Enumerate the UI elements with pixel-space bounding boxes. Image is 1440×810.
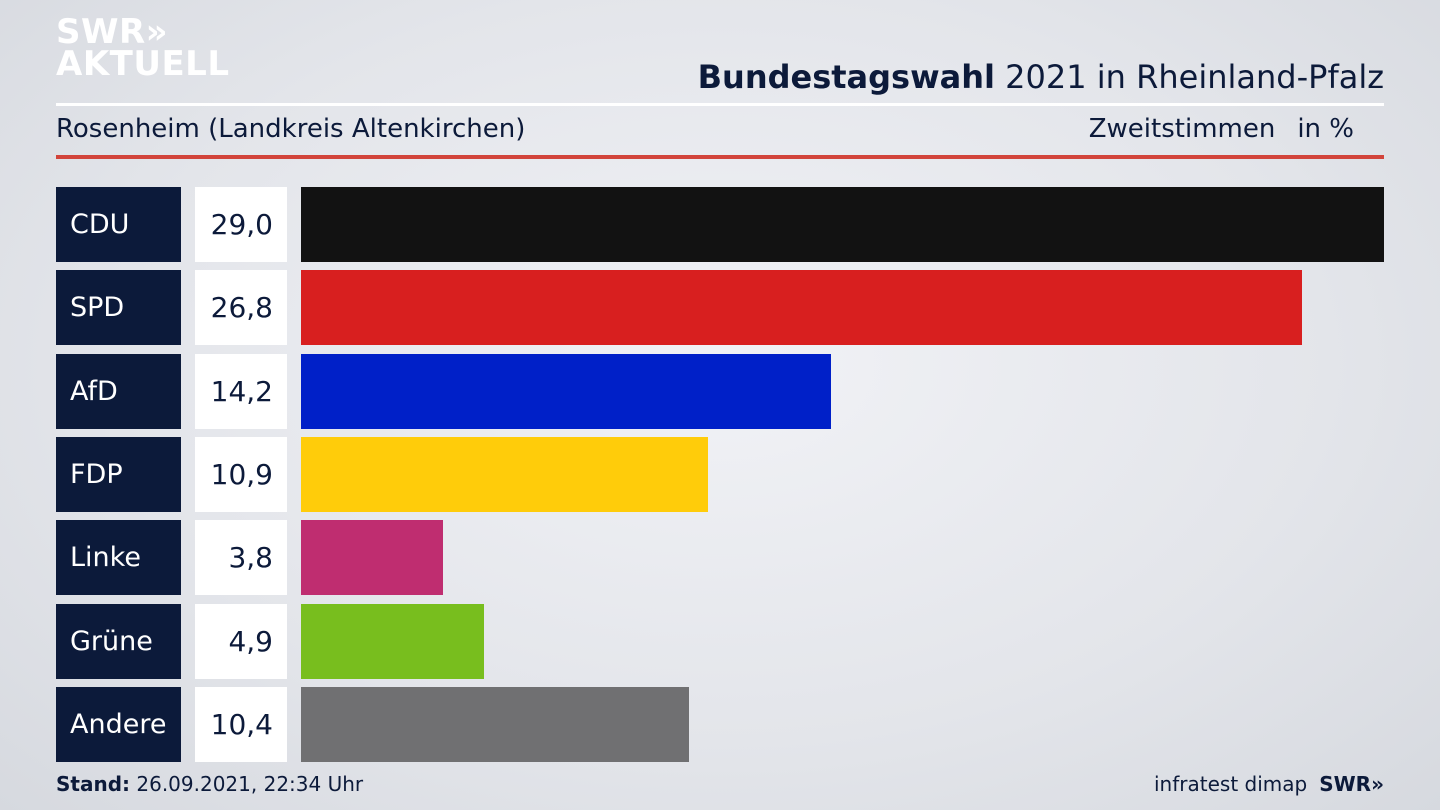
metric-unit: in % bbox=[1297, 114, 1354, 144]
party-label: SPD bbox=[56, 270, 181, 346]
bar bbox=[301, 436, 708, 512]
bar bbox=[301, 187, 1384, 262]
party-label: CDU bbox=[56, 187, 181, 262]
value-label: 3,8 bbox=[195, 520, 287, 596]
value-label: 10,4 bbox=[195, 686, 287, 762]
value-label: 10,9 bbox=[195, 436, 287, 512]
value-label: 4,9 bbox=[195, 603, 287, 679]
bar bbox=[301, 603, 484, 679]
chart-title: Bundestagswahl 2021 in Rheinland-Pfalz bbox=[698, 58, 1384, 96]
swr-brand-logo: SWR» bbox=[1319, 772, 1384, 796]
chart-title-bold: Bundestagswahl bbox=[697, 58, 995, 96]
bar bbox=[301, 270, 1302, 346]
header-divider bbox=[56, 103, 1384, 106]
bar-row: CDU 29,0 bbox=[56, 187, 1384, 262]
value-label: 26,8 bbox=[195, 270, 287, 346]
bar-row: Andere 10,4 bbox=[56, 686, 1384, 762]
logo-line-2: AKTUELL bbox=[56, 44, 230, 85]
value-label: 14,2 bbox=[195, 353, 287, 429]
party-label: Linke bbox=[56, 520, 181, 596]
bar-row: Linke 3,8 bbox=[56, 520, 1384, 596]
source-credit: infratest dimap SWR» bbox=[1154, 772, 1384, 796]
source-name: infratest dimap bbox=[1154, 772, 1308, 796]
bar-row: AfD 14,2 bbox=[56, 353, 1384, 429]
timestamp-label: Stand: bbox=[56, 772, 131, 796]
party-label: Grüne bbox=[56, 603, 181, 679]
bar-row: FDP 10,9 bbox=[56, 436, 1384, 512]
logo-line-1: SWR» bbox=[56, 12, 169, 52]
party-label: Andere bbox=[56, 686, 181, 762]
timestamp: Stand: 26.09.2021, 22:34 Uhr bbox=[56, 772, 363, 796]
party-label: AfD bbox=[56, 353, 181, 429]
value-label: 29,0 bbox=[195, 187, 287, 262]
bar bbox=[301, 520, 443, 596]
accent-divider bbox=[56, 155, 1384, 159]
bar-row: Grüne 4,9 bbox=[56, 603, 1384, 679]
bar-row: SPD 26,8 bbox=[56, 270, 1384, 346]
metric-name: Zweitstimmen bbox=[1088, 114, 1276, 144]
bar bbox=[301, 353, 831, 429]
timestamp-value: 26.09.2021, 22:34 Uhr bbox=[130, 772, 364, 796]
party-label: FDP bbox=[56, 436, 181, 512]
swr-aktuell-logo: SWR» AKTUELL bbox=[56, 12, 230, 85]
metric-label: Zweitstimmen in % bbox=[1089, 114, 1354, 144]
bar bbox=[301, 686, 689, 762]
chart-title-rest: 2021 in Rheinland-Pfalz bbox=[995, 58, 1384, 96]
region-subtitle: Rosenheim (Landkreis Altenkirchen) bbox=[56, 114, 526, 144]
